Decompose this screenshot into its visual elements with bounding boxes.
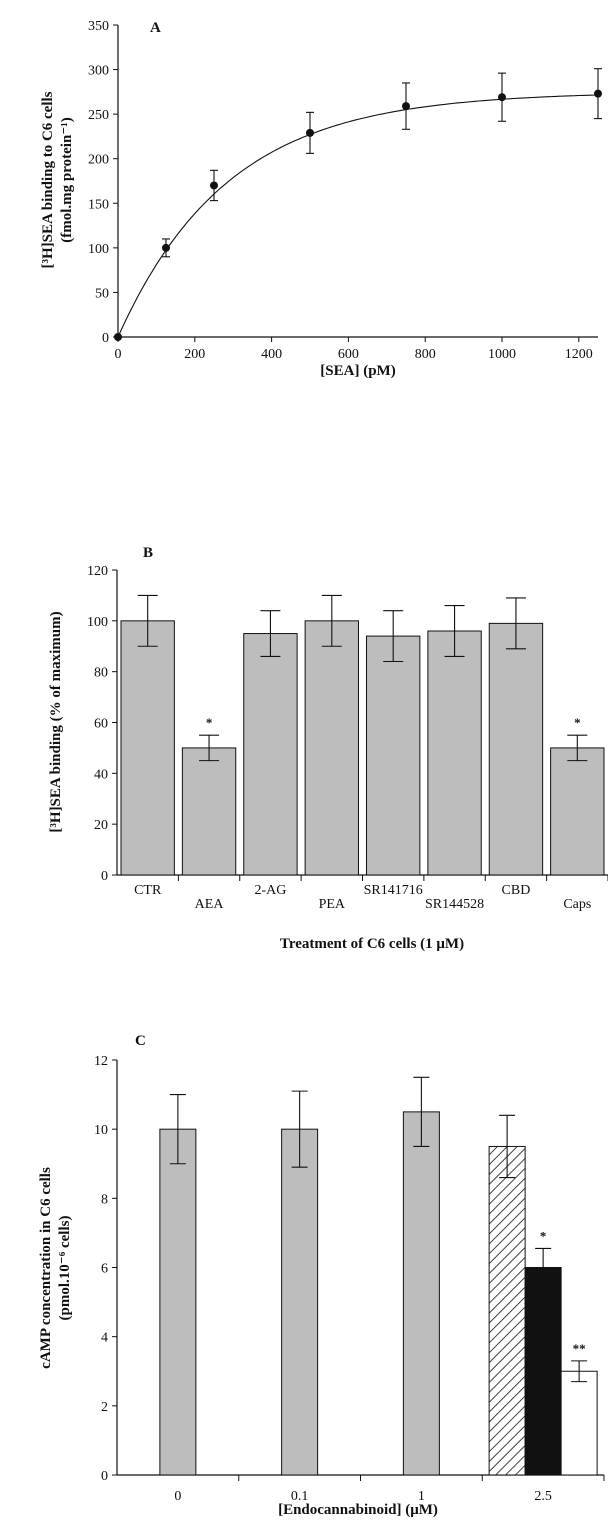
y-tick-label: 0 xyxy=(101,1469,108,1484)
y-tick-label: 120 xyxy=(87,564,108,579)
panel-a-fit-curve xyxy=(117,94,599,338)
y-tick-label: 150 xyxy=(88,197,109,212)
significance-marker: ** xyxy=(573,1341,586,1356)
significance-marker: * xyxy=(540,1228,547,1243)
y-tick-label: 0 xyxy=(101,869,108,884)
bar xyxy=(524,1267,562,1476)
y-tick-label: 50 xyxy=(95,286,109,301)
x-tick-label: 2-AG xyxy=(254,883,286,898)
panel-a-x-label: [SEA] (pM) xyxy=(320,363,395,379)
bar xyxy=(304,620,359,876)
panel-a-y-ticks: 0 50 100 150 200 250 300 350 xyxy=(88,19,118,346)
data-point xyxy=(594,89,602,98)
bar xyxy=(181,747,237,876)
panel-a-label: A xyxy=(150,20,161,36)
data-point xyxy=(114,333,122,341)
y-tick-label: 80 xyxy=(94,666,108,681)
bar xyxy=(243,633,298,876)
data-point xyxy=(210,181,218,190)
bar xyxy=(550,747,605,876)
x-tick-label: CTR xyxy=(134,883,162,898)
bar xyxy=(402,1111,440,1476)
x-tick-label: 800 xyxy=(415,347,436,362)
y-tick-label: 350 xyxy=(88,19,109,34)
y-tick-label: 250 xyxy=(88,108,109,123)
y-tick-label: 20 xyxy=(94,818,108,833)
y-tick-label: 12 xyxy=(94,1054,108,1069)
panel-c-label: C xyxy=(135,1033,146,1049)
panel-b-y-label: [³H]SEA binding (% of maximum) xyxy=(48,611,64,832)
bar xyxy=(120,620,175,876)
data-point xyxy=(306,128,314,137)
panel-c-y-ticks: 0 2 4 6 8 10 12 xyxy=(94,1054,117,1484)
x-tick-label: 400 xyxy=(261,347,282,362)
panel-b-label: B xyxy=(143,545,153,561)
data-point xyxy=(162,243,170,252)
significance-marker: * xyxy=(206,715,213,730)
x-tick-label: CBD xyxy=(502,883,531,898)
panel-c-y-label-line2: (pmol.10⁻⁶ cells) xyxy=(57,1216,73,1321)
bar xyxy=(281,1128,319,1476)
panel-a-points xyxy=(114,68,602,341)
panel-c-x-ticks: 0 0.1 1 2.5 xyxy=(174,1475,605,1504)
x-tick-label: 0 xyxy=(174,1489,181,1504)
y-tick-label: 8 xyxy=(101,1192,108,1207)
panel-b-y-ticks: 0 20 40 60 80 100 120 xyxy=(87,564,117,884)
x-tick-label: SR144528 xyxy=(425,897,484,912)
x-tick-label: 0.1 xyxy=(291,1489,309,1504)
panel-b-x-label: Treatment of C6 cells (1 μM) xyxy=(280,936,464,952)
data-point xyxy=(498,93,506,102)
bar xyxy=(488,1145,526,1476)
y-tick-label: 300 xyxy=(88,64,109,79)
x-tick-label: 0 xyxy=(115,347,122,362)
y-tick-label: 4 xyxy=(101,1331,108,1346)
bar xyxy=(427,630,482,876)
y-tick-label: 2 xyxy=(101,1400,108,1415)
bar xyxy=(488,622,544,876)
bar xyxy=(366,635,421,876)
x-tick-label: 1 xyxy=(418,1489,425,1504)
x-tick-label: SR141716 xyxy=(364,883,423,898)
panel-c-x-label: [Endocannabinoid] (μM) xyxy=(278,1502,438,1518)
y-tick-label: 100 xyxy=(88,242,109,257)
panel-c-bars: *** xyxy=(159,1076,598,1476)
x-tick-label: 1200 xyxy=(565,347,593,362)
bar xyxy=(560,1370,598,1476)
bar xyxy=(159,1128,197,1476)
panel-a: A 0 50 100 150 200 250 300 350 0 200 400 600 800 100… xyxy=(40,19,602,379)
panel-a-x-ticks: 0 200 400 600 800 1000 1200 xyxy=(115,337,593,362)
y-tick-label: 200 xyxy=(88,153,109,168)
panel-c-y-label-line1: cAMP concentration in C6 cells xyxy=(38,1167,54,1369)
significance-marker: * xyxy=(574,715,581,730)
panel-b: B 0 20 40 60 80 100 120 CTR * AEA 2-AG PEA SR141716… xyxy=(48,545,608,952)
x-tick-label: PEA xyxy=(319,897,346,912)
y-tick-label: 40 xyxy=(94,767,108,782)
y-tick-label: 10 xyxy=(94,1123,108,1138)
panel-a-y-label-line1: [³H]SEA binding to C6 cells xyxy=(40,91,56,268)
data-point xyxy=(402,102,410,111)
y-tick-label: 6 xyxy=(101,1262,108,1277)
x-tick-label: 1000 xyxy=(488,347,516,362)
y-tick-label: 100 xyxy=(87,615,108,630)
x-tick-label: 600 xyxy=(338,347,359,362)
x-tick-label: Caps xyxy=(563,897,591,912)
panel-a-y-label-line2: (fmol.mg protein⁻¹) xyxy=(59,117,75,242)
x-tick-label: 200 xyxy=(184,347,205,362)
x-tick-label: 2.5 xyxy=(534,1489,552,1504)
y-tick-label: 60 xyxy=(94,717,108,732)
x-tick-label: AEA xyxy=(195,897,225,912)
y-tick-label: 0 xyxy=(102,331,109,346)
